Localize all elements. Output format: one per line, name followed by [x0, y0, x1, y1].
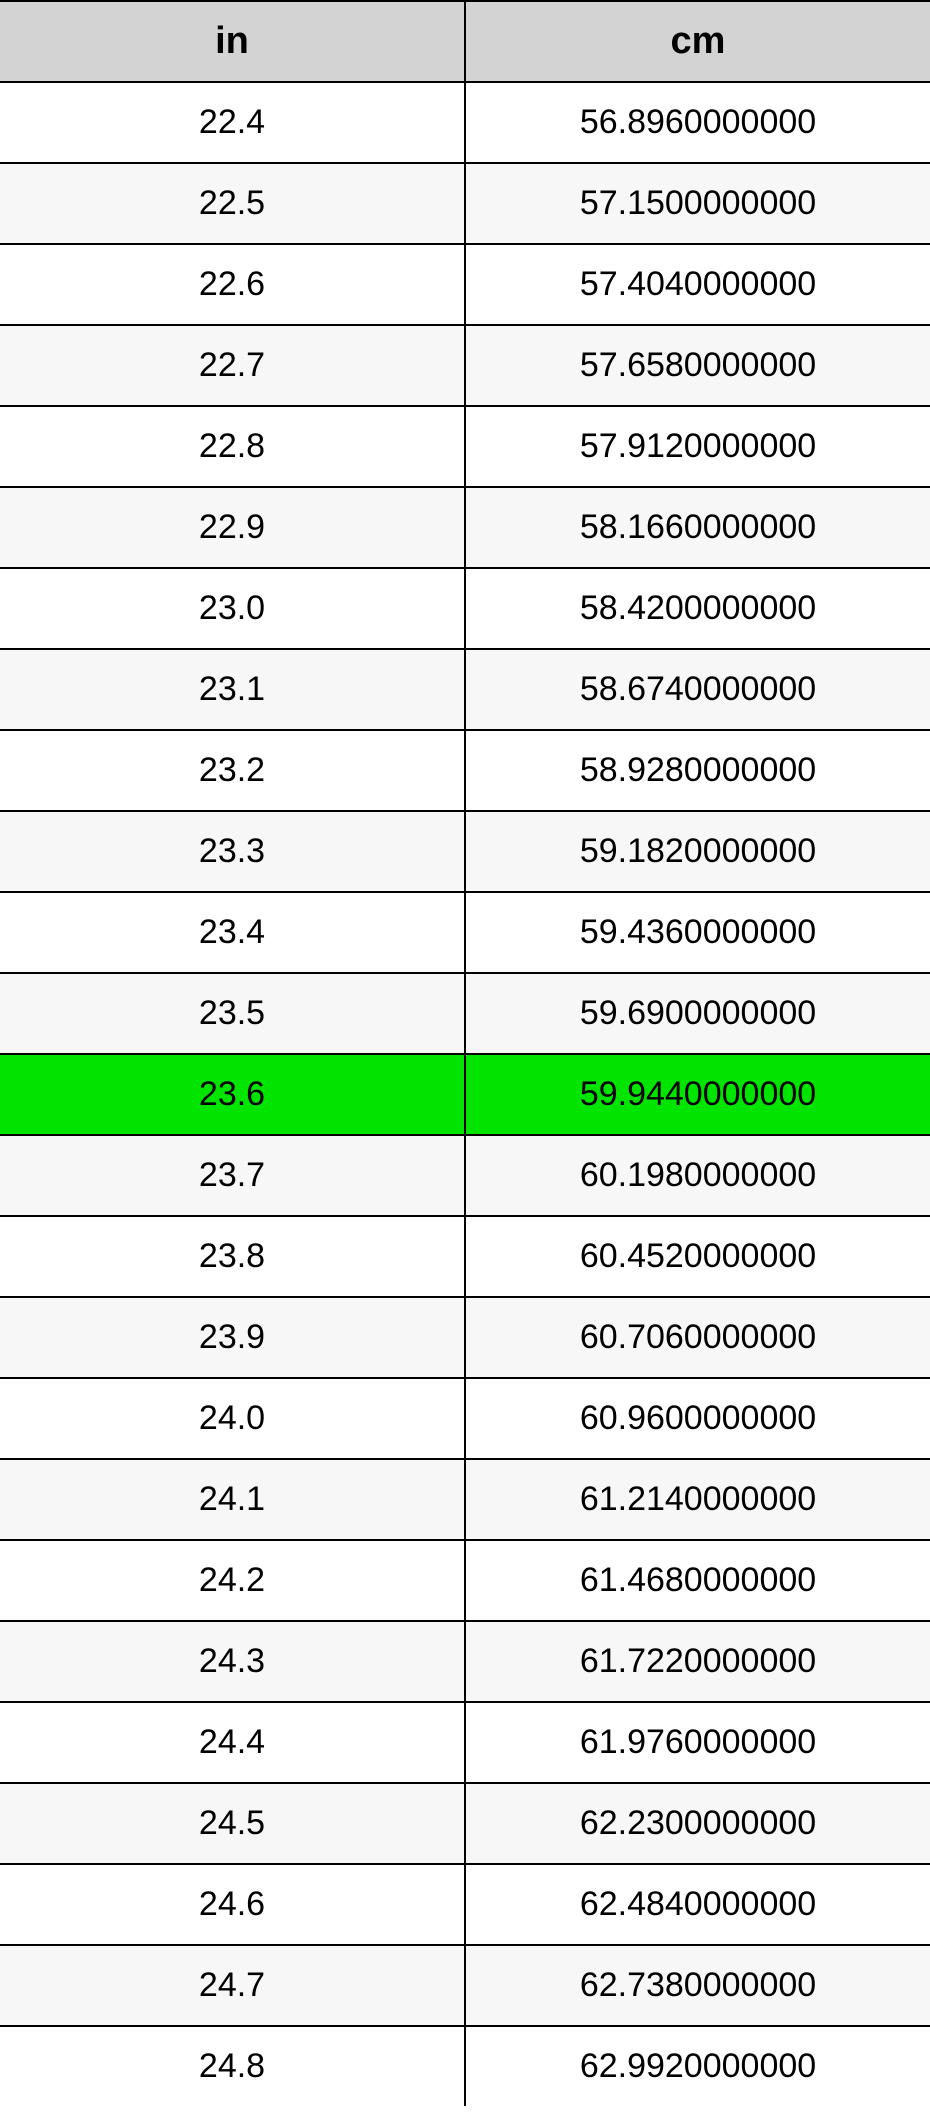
table-row: 23.258.9280000000: [0, 730, 930, 811]
cell-cm: 61.9760000000: [465, 1702, 930, 1783]
cell-cm: 59.9440000000: [465, 1054, 930, 1135]
table-row: 23.459.4360000000: [0, 892, 930, 973]
table-row: 23.760.1980000000: [0, 1135, 930, 1216]
table-row: 22.857.9120000000: [0, 406, 930, 487]
cell-cm: 61.7220000000: [465, 1621, 930, 1702]
cell-cm: 57.9120000000: [465, 406, 930, 487]
cell-in: 24.2: [0, 1540, 465, 1621]
cell-cm: 58.9280000000: [465, 730, 930, 811]
table-body: 22.456.896000000022.557.150000000022.657…: [0, 82, 930, 2106]
cell-in: 22.6: [0, 244, 465, 325]
cell-in: 24.3: [0, 1621, 465, 1702]
cell-in: 24.7: [0, 1945, 465, 2026]
cell-in: 23.0: [0, 568, 465, 649]
table-row: 23.158.6740000000: [0, 649, 930, 730]
cell-cm: 56.8960000000: [465, 82, 930, 163]
cell-in: 24.6: [0, 1864, 465, 1945]
table-row: 23.659.9440000000: [0, 1054, 930, 1135]
cell-in: 24.8: [0, 2026, 465, 2106]
table-row: 24.261.4680000000: [0, 1540, 930, 1621]
cell-cm: 58.4200000000: [465, 568, 930, 649]
cell-in: 24.0: [0, 1378, 465, 1459]
cell-cm: 62.4840000000: [465, 1864, 930, 1945]
cell-in: 22.7: [0, 325, 465, 406]
cell-cm: 57.6580000000: [465, 325, 930, 406]
cell-in: 22.4: [0, 82, 465, 163]
cell-cm: 60.7060000000: [465, 1297, 930, 1378]
cell-cm: 61.2140000000: [465, 1459, 930, 1540]
table-row: 22.456.8960000000: [0, 82, 930, 163]
table-row: 24.662.4840000000: [0, 1864, 930, 1945]
conversion-table: in cm 22.456.896000000022.557.1500000000…: [0, 0, 930, 2106]
table-row: 23.860.4520000000: [0, 1216, 930, 1297]
table-row: 24.762.7380000000: [0, 1945, 930, 2026]
cell-in: 23.7: [0, 1135, 465, 1216]
cell-cm: 62.9920000000: [465, 2026, 930, 2106]
table-row: 22.757.6580000000: [0, 325, 930, 406]
cell-cm: 59.1820000000: [465, 811, 930, 892]
cell-cm: 57.4040000000: [465, 244, 930, 325]
cell-in: 22.8: [0, 406, 465, 487]
cell-in: 23.9: [0, 1297, 465, 1378]
cell-in: 24.5: [0, 1783, 465, 1864]
cell-in: 23.6: [0, 1054, 465, 1135]
cell-in: 23.8: [0, 1216, 465, 1297]
cell-cm: 57.1500000000: [465, 163, 930, 244]
cell-cm: 60.1980000000: [465, 1135, 930, 1216]
cell-cm: 60.9600000000: [465, 1378, 930, 1459]
cell-in: 23.1: [0, 649, 465, 730]
cell-in: 22.9: [0, 487, 465, 568]
column-header-in: in: [0, 1, 465, 82]
cell-in: 23.5: [0, 973, 465, 1054]
cell-cm: 61.4680000000: [465, 1540, 930, 1621]
cell-in: 23.3: [0, 811, 465, 892]
table-row: 24.461.9760000000: [0, 1702, 930, 1783]
cell-in: 23.4: [0, 892, 465, 973]
table-row: 23.559.6900000000: [0, 973, 930, 1054]
cell-cm: 62.2300000000: [465, 1783, 930, 1864]
cell-in: 24.1: [0, 1459, 465, 1540]
cell-in: 22.5: [0, 163, 465, 244]
cell-in: 24.4: [0, 1702, 465, 1783]
cell-cm: 59.4360000000: [465, 892, 930, 973]
cell-cm: 62.7380000000: [465, 1945, 930, 2026]
column-header-cm: cm: [465, 1, 930, 82]
table-row: 23.960.7060000000: [0, 1297, 930, 1378]
cell-in: 23.2: [0, 730, 465, 811]
table-header-row: in cm: [0, 1, 930, 82]
table-row: 24.161.2140000000: [0, 1459, 930, 1540]
table-row: 22.557.1500000000: [0, 163, 930, 244]
table-row: 24.361.7220000000: [0, 1621, 930, 1702]
cell-cm: 60.4520000000: [465, 1216, 930, 1297]
cell-cm: 58.1660000000: [465, 487, 930, 568]
table-row: 22.958.1660000000: [0, 487, 930, 568]
table-row: 24.060.9600000000: [0, 1378, 930, 1459]
table-row: 23.359.1820000000: [0, 811, 930, 892]
cell-cm: 58.6740000000: [465, 649, 930, 730]
table-row: 24.562.2300000000: [0, 1783, 930, 1864]
table-row: 24.862.9920000000: [0, 2026, 930, 2106]
table-row: 23.058.4200000000: [0, 568, 930, 649]
table-row: 22.657.4040000000: [0, 244, 930, 325]
cell-cm: 59.6900000000: [465, 973, 930, 1054]
